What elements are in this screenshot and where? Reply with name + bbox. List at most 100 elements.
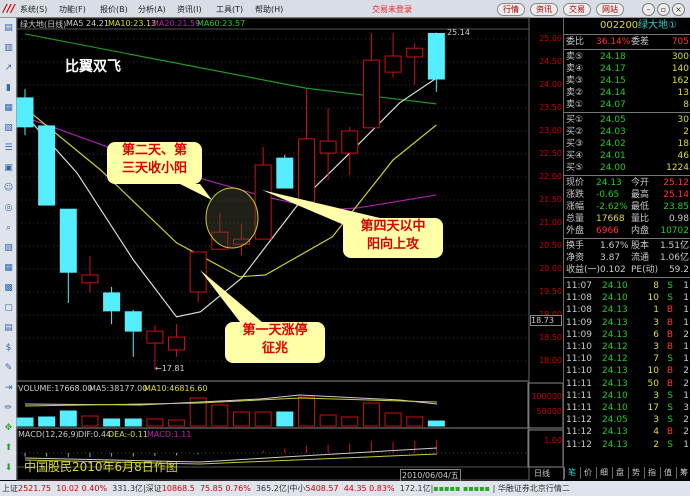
index-change: 44.35 <box>343 484 367 493</box>
tick-row-cell: B <box>666 378 673 389</box>
move-icon[interactable]: ✥ <box>4 423 13 433</box>
report-icon[interactable]: ▨ <box>4 243 13 253</box>
image-icon[interactable]: ▢ <box>4 303 13 313</box>
menu-tools[interactable]: 工具(T) <box>216 5 244 14</box>
tick-row-cell: 11:12 <box>566 427 592 438</box>
volume-axis-frame <box>527 382 564 429</box>
tab-1[interactable]: 价 <box>580 467 595 479</box>
down-arrow-icon[interactable]: ⬇ <box>4 463 13 473</box>
stat-row-cell: -2.62% <box>596 202 628 212</box>
chart-icon[interactable]: ▤ <box>4 23 13 33</box>
macd-dea-line <box>24 453 438 465</box>
candle-down <box>38 125 56 206</box>
tab-4[interactable]: 势 <box>628 467 643 479</box>
globe-icon[interactable]: ◎ <box>4 203 13 213</box>
menu-help[interactable]: 帮助(H) <box>255 5 284 14</box>
folder-icon[interactable]: ▣ <box>4 163 13 173</box>
table-icon[interactable]: ▦ <box>4 103 13 113</box>
volume-axis-low: 50000 <box>536 407 562 416</box>
status-bar: 上证2521.75 10.02 0.40% 331.3亿|深证10868.5 7… <box>0 481 690 496</box>
maximize-button[interactable]: ▫ <box>657 3 670 16</box>
stock-code: 002200 <box>600 20 639 31</box>
price-axis-label: 23.50 <box>539 103 562 112</box>
close-button[interactable]: × <box>672 3 685 16</box>
menu-analysis[interactable]: 分析(A) <box>138 5 166 14</box>
kline-icon[interactable]: ▮ <box>6 83 11 93</box>
list-icon[interactable]: ☰ <box>4 143 13 153</box>
stat-row-cell: -0.65 <box>596 190 620 200</box>
tick-row-cell: 24.12 <box>602 342 628 352</box>
tick-row-cell: 24.13 <box>602 317 628 328</box>
tick-row-cell: 1 <box>683 293 689 304</box>
volume-bar <box>103 418 121 427</box>
search-icon[interactable]: ⌕ <box>5 223 12 233</box>
tick-row-cell: 2 <box>683 329 689 340</box>
buy-level-4-cell: 46 <box>677 151 689 161</box>
exit-icon[interactable]: ⇥ <box>4 383 13 393</box>
tick-row-cell: 11:10 <box>566 366 592 377</box>
index-name: 上证 <box>2 484 18 493</box>
buy-level-4-cell: 24.01 <box>600 151 626 161</box>
tab-7[interactable]: 筹 <box>676 467 690 479</box>
line-icon[interactable]: ↗ <box>4 63 13 73</box>
buy-level-5-cell: 买⑤ <box>566 163 584 173</box>
calc-icon[interactable]: ▤ <box>4 323 13 333</box>
tick-row: 11:10 24.13 10 B 2 <box>566 365 689 377</box>
grid-icon[interactable]: ▧ <box>4 123 13 133</box>
tick-row: 11:09 24.13 3 B 1 <box>566 317 689 329</box>
tick-row-cell: 1 <box>683 317 689 328</box>
pen-icon[interactable]: ✏ <box>4 403 13 413</box>
menu-info[interactable]: 资讯(I) <box>177 5 202 14</box>
candle-up <box>168 336 186 351</box>
stat-row-cell: 内盘 <box>631 226 650 236</box>
sell-level-5-cell: 卖⑤ <box>566 52 584 62</box>
volume-bar <box>319 414 337 427</box>
stat-row-cell: 24.13 <box>596 178 622 188</box>
dollar-icon[interactable]: $ <box>5 343 12 353</box>
index-value: 5408.57 <box>305 484 339 493</box>
trade-button[interactable]: 交易 <box>563 3 591 16</box>
tick-row-cell: 24.10 <box>602 390 628 401</box>
price-axis-label: 22.50 <box>539 149 562 158</box>
callout-tail <box>180 184 212 200</box>
sell-level-2-cell: 24.14 <box>600 88 626 98</box>
tab-0[interactable]: 笔 <box>564 467 579 479</box>
tab-2[interactable]: 细 <box>596 467 611 479</box>
website-button[interactable]: 网站 <box>596 3 624 16</box>
chart-stock-name: 绿大地(日线) <box>20 20 67 29</box>
wrench-icon[interactable]: ✎ <box>4 363 13 373</box>
cal2-icon[interactable]: ▩ <box>4 283 13 293</box>
login-status[interactable]: 交易未登录 <box>372 5 412 14</box>
stat-row-cell: 今开 <box>631 178 650 188</box>
stat-row-cell: 23.85 <box>663 202 689 212</box>
callout-day4: 第四天以中 阳向上攻 <box>343 218 443 258</box>
info-row-cell: PE(动) <box>631 265 659 275</box>
period-tab[interactable]: 日线 <box>534 469 550 478</box>
tick-row-cell: 10 <box>647 293 659 304</box>
tick-row-cell: 1 <box>683 390 689 401</box>
news-button[interactable]: 资讯 <box>530 3 558 16</box>
tick-row-cell: 24.10 <box>602 293 628 304</box>
market-button[interactable]: 行情 <box>497 3 525 16</box>
tab-3[interactable]: 盘 <box>612 467 627 479</box>
callout-tail <box>200 270 262 322</box>
minimize-button[interactable]: – <box>642 3 655 16</box>
menu-system[interactable]: 系统(S) <box>20 5 48 14</box>
tab-5[interactable]: 指 <box>644 467 659 479</box>
volume-bar <box>276 411 294 427</box>
calendar-icon[interactable]: ▦ <box>4 263 13 273</box>
candle-up <box>297 138 315 203</box>
menu-quote[interactable]: 报价(B) <box>100 5 128 14</box>
stat-row: 外盘 6966 内盘 10702 <box>566 225 689 237</box>
bar-icon[interactable]: ▥ <box>4 43 13 53</box>
price-axis-label: 24.50 <box>539 57 562 66</box>
tick-row-cell: 4 <box>653 427 659 438</box>
tick-row-cell: 11:12 <box>566 439 592 450</box>
people-icon[interactable]: ☺ <box>3 183 14 193</box>
sell-level-3-cell: 24.15 <box>600 76 626 86</box>
up-arrow-icon[interactable]: ⬆ <box>4 443 13 453</box>
menu-function[interactable]: 功能(F) <box>59 5 86 14</box>
stat-row-cell: 6966 <box>596 226 619 236</box>
tab-6[interactable]: 值 <box>660 467 675 479</box>
